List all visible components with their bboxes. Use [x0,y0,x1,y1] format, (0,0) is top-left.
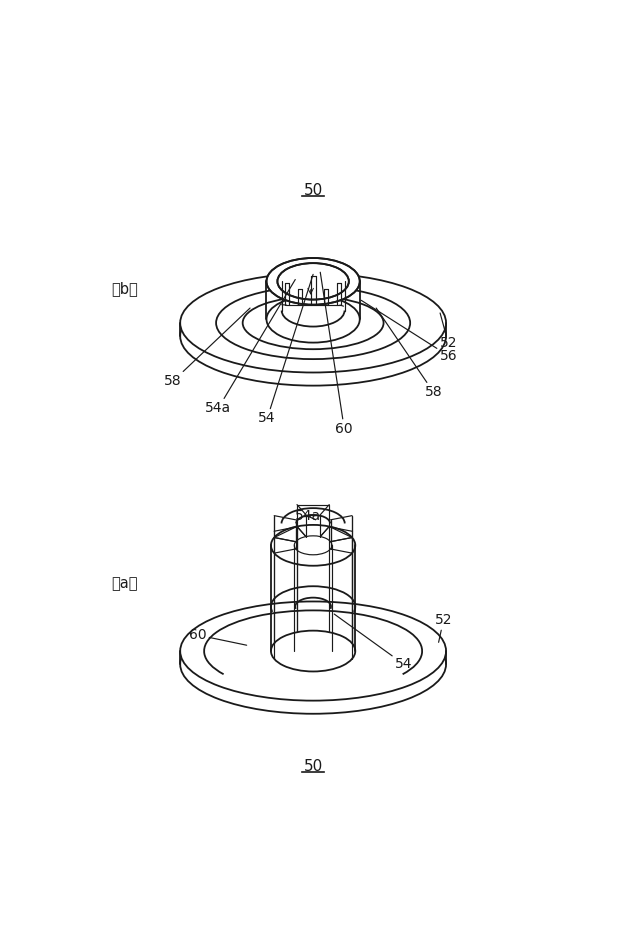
Text: 60: 60 [189,628,246,645]
Ellipse shape [180,601,446,701]
Text: 50: 50 [303,183,323,198]
Text: （a）: （a） [111,577,138,592]
Ellipse shape [180,615,446,714]
Ellipse shape [266,258,360,305]
Text: 54a: 54a [295,509,321,523]
Ellipse shape [180,286,446,385]
Text: 60: 60 [320,272,353,436]
Ellipse shape [243,296,383,349]
Text: 56: 56 [361,300,457,363]
Ellipse shape [216,287,410,359]
Text: 52: 52 [435,614,452,642]
Text: 54: 54 [259,275,313,425]
Text: 58: 58 [376,308,442,400]
Text: 58: 58 [164,308,250,388]
Text: 52: 52 [440,313,457,350]
Ellipse shape [266,295,360,343]
Ellipse shape [271,631,355,671]
Text: 54: 54 [334,614,412,671]
Ellipse shape [277,263,349,299]
Text: 50: 50 [303,759,323,774]
Ellipse shape [180,274,446,372]
Text: 54a: 54a [205,279,295,415]
Text: （b）: （b） [111,281,138,296]
